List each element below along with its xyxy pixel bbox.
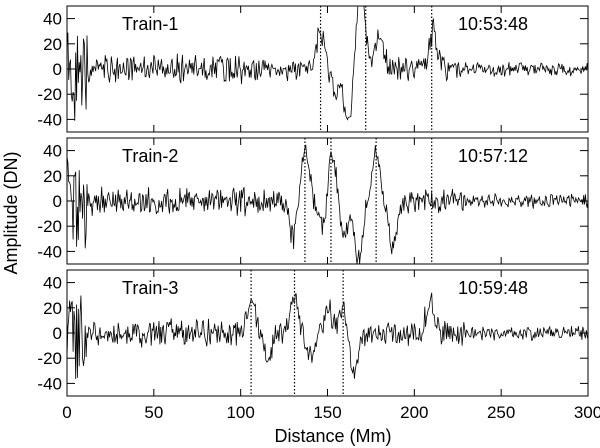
panel-3: -40 -20 0 20 40 Train-3 10:59:48 bbox=[37, 269, 589, 397]
x-tick-label: 150 bbox=[313, 403, 341, 422]
y-tick-label: 40 bbox=[43, 142, 62, 161]
y-tick-label: -20 bbox=[37, 85, 62, 104]
y-tick-label: 0 bbox=[53, 192, 62, 211]
y-tick-label: -40 bbox=[37, 242, 62, 261]
panel-3-markers bbox=[250, 270, 344, 396]
y-tick-label: -40 bbox=[37, 110, 62, 129]
panel-2: -40 -20 0 20 40 Train-2 10:57:12 bbox=[37, 137, 589, 265]
panel-1-time: 10:53:48 bbox=[458, 14, 528, 34]
y-tick-label: -20 bbox=[37, 349, 62, 368]
y-tick-label: 20 bbox=[43, 35, 62, 54]
panel-2-label: Train-2 bbox=[122, 146, 178, 166]
panel-3-time: 10:59:48 bbox=[458, 278, 528, 298]
x-tick-label: 100 bbox=[226, 403, 254, 422]
x-tick-label: 300 bbox=[574, 403, 600, 422]
panel-1-label: Train-1 bbox=[122, 14, 178, 34]
panel-3-y-ticks: -40 -20 0 20 40 bbox=[37, 270, 589, 396]
x-axis-ticks: 0 50 100 150 200 250 300 bbox=[62, 403, 600, 422]
y-tick-label: 0 bbox=[53, 60, 62, 79]
panel-1-markers bbox=[319, 6, 433, 132]
x-axis-label: Distance (Mm) bbox=[274, 426, 391, 446]
x-tick-label: 0 bbox=[62, 403, 71, 422]
x-tick-label: 50 bbox=[144, 403, 163, 422]
y-tick-label: -20 bbox=[37, 217, 62, 236]
y-axis-label: Amplitude (DN) bbox=[1, 151, 21, 274]
x-tick-label: 200 bbox=[400, 403, 428, 422]
panel-3-trace bbox=[66, 292, 589, 380]
y-tick-label: 40 bbox=[43, 274, 62, 293]
y-tick-label: -40 bbox=[37, 374, 62, 393]
panel-1-trace bbox=[66, 5, 589, 121]
y-tick-label: 20 bbox=[43, 299, 62, 318]
panel-2-y-ticks: -40 -20 0 20 40 bbox=[37, 138, 589, 264]
x-tick-label: 250 bbox=[487, 403, 515, 422]
panel-2-markers bbox=[304, 138, 433, 264]
panel-1-y-ticks: -40 -20 0 20 40 bbox=[37, 6, 589, 132]
y-tick-label: 40 bbox=[43, 10, 62, 29]
y-tick-label: 0 bbox=[53, 324, 62, 343]
panel-1: -40 -20 0 20 40 Train-1 10:53:48 bbox=[37, 5, 589, 133]
panel-3-label: Train-3 bbox=[122, 278, 178, 298]
panel-2-time: 10:57:12 bbox=[458, 146, 528, 166]
y-tick-label: 20 bbox=[43, 167, 62, 186]
panel-2-trace bbox=[66, 144, 589, 265]
